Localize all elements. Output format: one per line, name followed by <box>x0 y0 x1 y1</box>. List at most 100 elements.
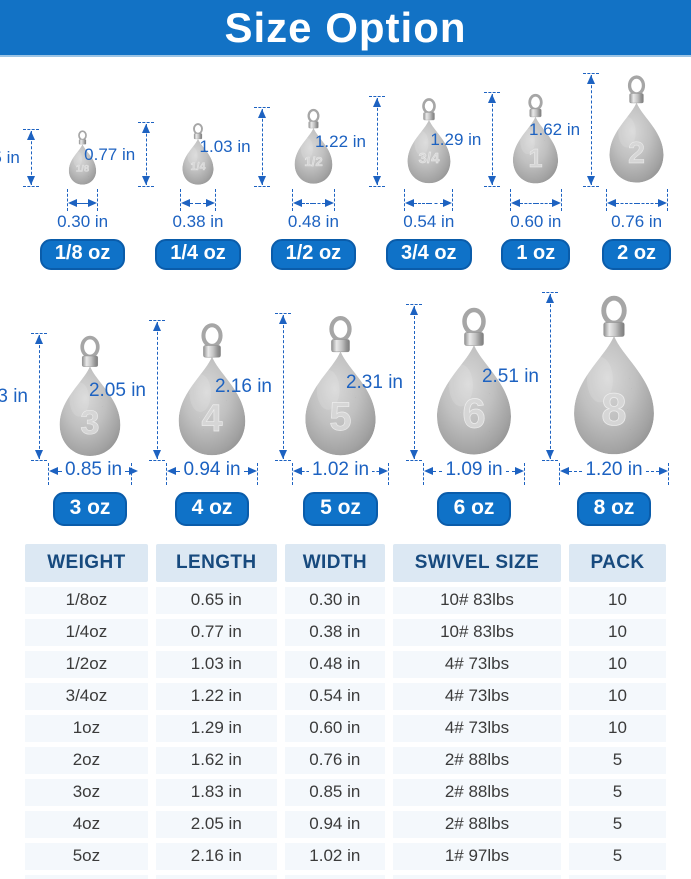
width-label: 0.30 in <box>57 212 109 231</box>
sinker-sheen <box>187 146 198 165</box>
arrow-up-icon <box>26 131 35 140</box>
table-cell-pack: 10 <box>569 619 666 646</box>
dash-segment <box>535 202 552 204</box>
length-dimension: 2.05 in <box>89 320 165 461</box>
width-dimension-line <box>291 189 335 211</box>
dash-segment <box>645 470 660 472</box>
weight-pill: 1/2 oz <box>270 239 357 270</box>
table-cell-swivel-size: 1# 97lbs <box>392 843 562 870</box>
width-arrow-line: 1.09 in <box>424 459 525 481</box>
sinker-sheen <box>300 137 313 160</box>
arrow-up-icon <box>546 294 554 303</box>
length-dimension: 2.16 in <box>215 313 291 461</box>
swivel-collar <box>464 332 484 346</box>
width-label: 0.60 in <box>510 212 562 231</box>
sinker-engraving: 1/4 <box>190 161 205 173</box>
dash-segment <box>428 202 444 204</box>
arrow-up-icon <box>153 322 161 331</box>
width-arrow-line <box>606 199 667 207</box>
size-figure: 2.16 in 5 1.02 in 5 oz <box>215 313 389 526</box>
width-dimension: 0.48 in <box>288 189 339 232</box>
table-cell-width: 0.38 in <box>284 619 385 646</box>
table-cell-pack: 5 <box>569 747 666 774</box>
sinker-body <box>513 116 559 184</box>
swivel-collar <box>629 93 644 104</box>
swivel-loop-icon <box>80 335 100 359</box>
sinker-engraving: 6 <box>462 390 485 437</box>
length-dimension: 2.31 in <box>346 304 422 461</box>
swivel-loop-icon <box>601 295 627 326</box>
arrow-right-icon <box>379 467 389 475</box>
swivel-loop-icon <box>78 130 87 141</box>
arrow-down-icon <box>153 450 161 459</box>
arrow-right-icon <box>659 467 669 475</box>
size-figure: 1.22 in 3/4 0.54 in 3/4 oz <box>315 96 472 270</box>
arrow-down-icon <box>546 450 554 459</box>
sinker-body <box>437 344 511 455</box>
table-cell-width: 0.54 in <box>284 683 385 710</box>
dash-segment <box>313 202 325 204</box>
swivel-loop-icon <box>201 323 223 348</box>
sinker-engraving: 4 <box>201 398 222 440</box>
table-cell-length: 1.03 in <box>155 651 277 678</box>
width-dimension-line: 0.94 in <box>166 459 258 485</box>
weight-pill: 1/8 oz <box>39 239 126 270</box>
width-dimension: 0.76 in <box>605 189 668 232</box>
table-cell-swivel-size: 4# 73lbs <box>392 715 562 742</box>
sinker-sheen <box>73 151 83 167</box>
page-title: Size Option <box>224 3 467 51</box>
size-figure: 0.77 in 1/4 0.38 in 1/4 oz <box>84 122 241 270</box>
table-cell-length: 0.65 in <box>155 587 277 614</box>
sinker-engraving: 3 <box>80 404 99 442</box>
width-dimension: 0.38 in <box>172 189 224 232</box>
width-dimension: 0.30 in <box>57 189 108 232</box>
table-cell-weight: 4oz <box>25 811 148 838</box>
width-dimension-line: 1.20 in <box>559 459 669 485</box>
width-label: 0.94 in <box>183 459 241 480</box>
sinker-engraving: 1/2 <box>304 154 322 169</box>
arrow-right-icon <box>515 467 525 475</box>
width-dimension-line <box>404 189 454 211</box>
sinker-illustration: 4 <box>178 323 246 456</box>
table-cell-length: 1.62 in <box>155 747 277 774</box>
arrow-up-icon <box>35 335 43 344</box>
width-dimension: 0.85 in <box>48 459 139 485</box>
width-arrow-line <box>292 199 334 207</box>
arrow-right-icon <box>551 199 561 207</box>
arrow-right-icon <box>443 199 453 207</box>
sinker-illustration: 1/4 <box>182 123 214 185</box>
table-cell-weight: 2oz <box>25 747 148 774</box>
sinker-illustration: 8 <box>574 295 654 455</box>
swivel-loop-icon <box>628 75 646 96</box>
swivel-loop-icon <box>307 108 320 123</box>
sinker-illustration: 6 <box>437 307 511 455</box>
width-label: 0.54 in <box>403 212 455 231</box>
arrow-up-icon <box>257 109 266 118</box>
header-banner: Size Option <box>0 0 691 57</box>
length-dimension: 1.03 in <box>200 107 270 187</box>
swivel-loop-icon <box>329 315 352 343</box>
sinker-sheen <box>69 382 90 417</box>
sinker-illustration: 1 <box>513 93 559 184</box>
table-header-swivel-size: SWIVEL SIZE <box>392 544 562 582</box>
length-label: 1.03 in <box>199 137 251 156</box>
length-dimension: 0.77 in <box>84 122 155 187</box>
spec-table-grid: WEIGHT LENGTH WIDTH SWIVEL SIZE PACK 1/8oz 0.6… <box>25 544 666 879</box>
table-cell-pack: 10 <box>569 651 666 678</box>
table-cell-pack: 10 <box>569 683 666 710</box>
length-dimension: 1.83 in <box>0 333 47 461</box>
table-cell-weight: 6oz <box>25 875 148 879</box>
length-dimension: 1.22 in <box>315 96 385 187</box>
dash-segment <box>176 470 181 472</box>
length-dimension: 2.51 in <box>482 292 558 461</box>
sinker-engraving: 2 <box>628 136 645 170</box>
table-cell-swivel-size: 2# 88lbs <box>392 747 562 774</box>
arrow-left-icon <box>560 467 569 475</box>
sinker-body <box>59 365 121 457</box>
table-cell-length: 1.29 in <box>155 715 277 742</box>
sinker-body <box>407 119 451 184</box>
sinker-sheen <box>414 131 429 156</box>
table-cell-width: 1.02 in <box>284 843 385 870</box>
